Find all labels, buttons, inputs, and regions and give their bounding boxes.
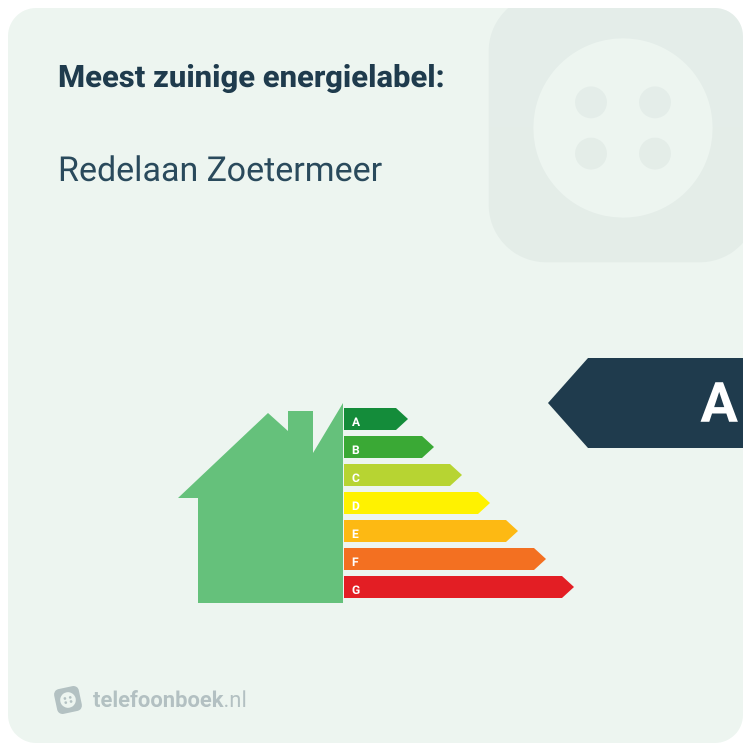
brand-name: telefoonboek — [93, 688, 224, 713]
energy-bar-label: D — [352, 499, 360, 513]
energy-bars: A B C D E F G — [344, 408, 574, 604]
energy-bar-label: C — [352, 471, 360, 485]
watermark-icon — [463, 8, 743, 288]
brand-tld: .nl — [224, 688, 247, 713]
footer-brand: telefoonboek.nl — [53, 685, 247, 715]
info-card: Meest zuinige energielabel: Redelaan Zoe… — [8, 8, 743, 743]
card-subtitle: Redelaan Zoetermeer — [58, 150, 693, 190]
energy-chart: A B C D E F G — [168, 378, 708, 638]
energy-bar-f: F — [344, 548, 574, 576]
energy-bar-label: E — [352, 527, 359, 541]
energy-bar-label: B — [352, 443, 360, 457]
energy-bar-a: A — [344, 408, 574, 436]
energy-bar-d: D — [344, 492, 574, 520]
energy-bar-label: F — [352, 555, 359, 569]
house-icon — [168, 403, 343, 603]
card-title: Meest zuinige energielabel: — [58, 58, 693, 95]
energy-bar-g: G — [344, 576, 574, 604]
brand-icon — [50, 682, 86, 718]
brand-text: telefoonboek.nl — [93, 688, 247, 713]
energy-bar-b: B — [344, 436, 574, 464]
energy-bar-label: A — [352, 415, 360, 429]
energy-bar-c: C — [344, 464, 574, 492]
energy-bar-e: E — [344, 520, 574, 548]
energy-bar-label: G — [352, 583, 360, 597]
